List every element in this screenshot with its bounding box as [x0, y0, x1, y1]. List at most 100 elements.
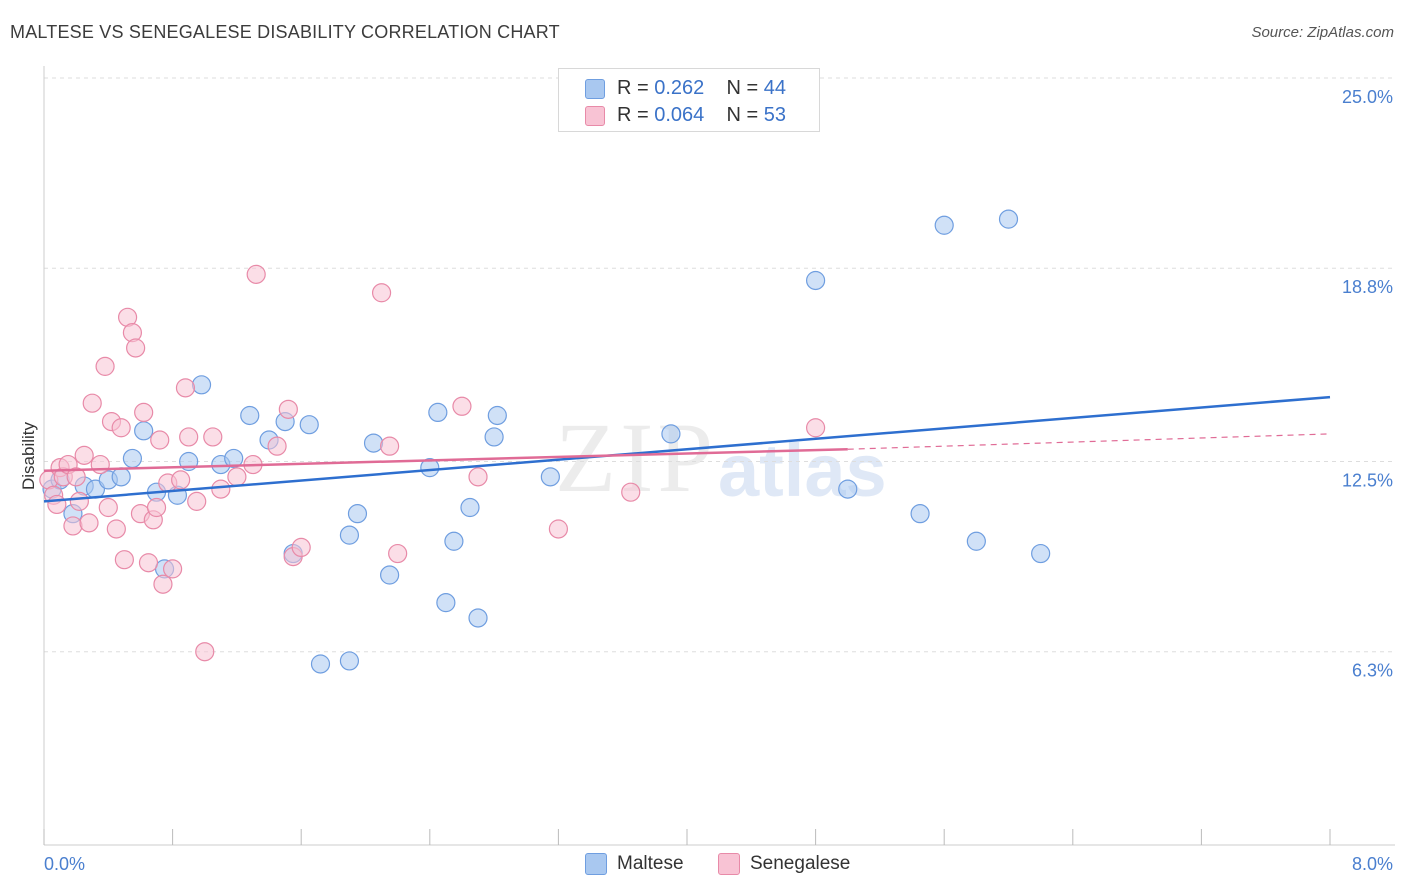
- legend: R = 0.262 N = 44 R = 0.064 N = 53: [558, 68, 820, 132]
- point-maltese: [661, 424, 681, 444]
- point-senegalese: [111, 418, 131, 438]
- point-maltese: [805, 270, 826, 291]
- point-senegalese: [134, 402, 154, 423]
- point-senegalese: [388, 543, 408, 564]
- point-maltese: [910, 504, 930, 524]
- point-senegalese: [90, 454, 110, 475]
- point-senegalese: [179, 427, 199, 447]
- point-senegalese: [74, 445, 94, 465]
- trend-line-senegalese: [43, 447, 848, 472]
- point-maltese: [838, 479, 858, 499]
- r-label: R =: [617, 104, 649, 126]
- point-senegalese: [95, 356, 115, 376]
- trend-line-dashed-senegalese: [847, 433, 1331, 450]
- point-maltese: [363, 433, 384, 453]
- bottom-legend-swatch-maltese: [585, 853, 607, 875]
- point-senegalese: [175, 378, 196, 398]
- point-maltese: [380, 565, 400, 585]
- point-maltese: [420, 458, 440, 478]
- point-senegalese: [211, 479, 231, 499]
- point-maltese: [347, 504, 368, 524]
- watermark-atlas: atlas: [718, 429, 887, 512]
- point-maltese: [339, 525, 360, 545]
- x-tick-label: 0.0%: [44, 854, 85, 874]
- point-senegalese: [452, 396, 472, 416]
- point-maltese: [428, 402, 448, 423]
- point-senegalese: [153, 574, 173, 594]
- point-senegalese: [195, 642, 215, 662]
- point-senegalese: [548, 519, 569, 539]
- legend-swatch-senegalese: [585, 106, 605, 126]
- point-senegalese: [138, 553, 159, 573]
- point-senegalese: [114, 550, 134, 570]
- point-senegalese: [267, 436, 287, 456]
- point-senegalese: [371, 283, 392, 303]
- point-maltese: [998, 209, 1019, 229]
- point-maltese: [111, 467, 131, 487]
- bottom-legend-swatch-senegalese: [718, 853, 740, 875]
- point-senegalese: [187, 491, 207, 511]
- point-maltese: [122, 448, 143, 469]
- point-maltese: [934, 215, 954, 235]
- point-maltese: [310, 654, 331, 674]
- n-label: N =: [726, 104, 759, 126]
- point-senegalese: [69, 491, 89, 511]
- legend-stats-senegalese: R = 0.064 N = 53: [617, 104, 786, 127]
- point-senegalese: [82, 393, 102, 413]
- point-senegalese: [150, 430, 170, 450]
- point-senegalese: [79, 513, 99, 533]
- n-value: 53: [763, 104, 787, 126]
- point-senegalese: [805, 418, 826, 438]
- y-axis-label: Disability: [19, 421, 38, 490]
- point-senegalese: [47, 494, 67, 515]
- r-value: 0.064: [654, 104, 705, 126]
- y-tick-label: 18.8%: [1342, 277, 1393, 297]
- point-maltese: [484, 427, 504, 447]
- legend-swatch-maltese: [585, 79, 605, 99]
- n-label: N =: [726, 77, 759, 99]
- point-senegalese: [63, 516, 83, 536]
- point-senegalese: [126, 338, 146, 358]
- point-senegalese: [171, 470, 191, 490]
- point-maltese: [460, 497, 480, 518]
- point-maltese: [540, 467, 560, 487]
- point-senegalese: [380, 436, 400, 456]
- point-senegalese: [146, 497, 167, 518]
- y-tick-label: 25.0%: [1342, 87, 1393, 107]
- point-maltese: [1031, 543, 1051, 564]
- point-senegalese: [291, 537, 311, 558]
- source-label: Source: ZipAtlas.com: [1251, 24, 1394, 41]
- point-maltese: [966, 531, 986, 551]
- point-senegalese: [163, 559, 183, 579]
- point-senegalese: [66, 467, 86, 487]
- chart-title: MALTESE VS SENEGALESE DISABILITY CORRELA…: [10, 22, 560, 42]
- point-maltese: [444, 531, 464, 551]
- point-senegalese: [106, 519, 126, 539]
- point-senegalese: [468, 467, 488, 487]
- y-tick-label: 6.3%: [1352, 661, 1393, 681]
- r-value: 0.262: [654, 77, 705, 99]
- y-tick-label: 12.5%: [1342, 471, 1393, 491]
- point-maltese: [134, 421, 154, 441]
- point-maltese: [240, 405, 260, 426]
- x-tick-label: 8.0%: [1352, 854, 1393, 874]
- point-senegalese: [246, 264, 266, 284]
- point-senegalese: [278, 399, 298, 419]
- point-senegalese: [227, 467, 247, 487]
- point-senegalese: [98, 497, 118, 518]
- point-maltese: [468, 608, 488, 628]
- bottom-legend-label-maltese: Maltese: [617, 853, 684, 874]
- point-maltese: [339, 651, 360, 671]
- r-label: R =: [617, 77, 649, 99]
- point-senegalese: [203, 427, 223, 447]
- legend-stats-maltese: R = 0.262 N = 44: [617, 77, 786, 100]
- n-value: 44: [763, 77, 787, 99]
- point-maltese: [487, 405, 507, 426]
- point-maltese: [224, 448, 244, 469]
- point-maltese: [436, 593, 456, 613]
- trend-line-maltese: [43, 395, 1331, 503]
- point-senegalese: [621, 482, 641, 502]
- bottom-legend-label-senegalese: Senegalese: [750, 853, 851, 874]
- point-maltese: [191, 375, 212, 395]
